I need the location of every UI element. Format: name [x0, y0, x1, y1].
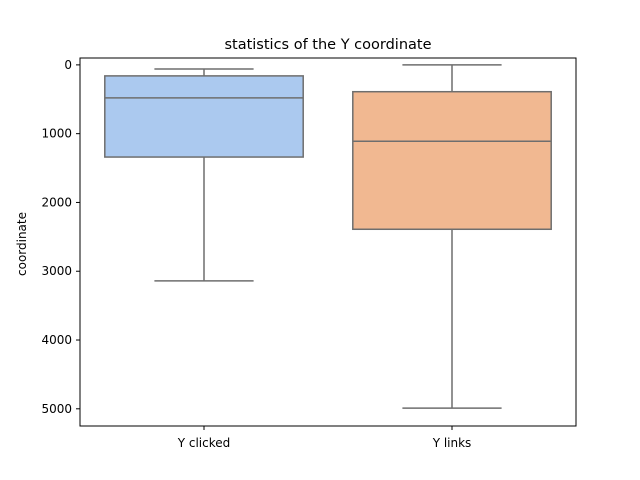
- y-tick-label: 4000: [41, 333, 72, 347]
- box-2: [352, 90, 552, 231]
- y-axis-label: coordinate: [15, 212, 29, 276]
- y-tick-label: 2000: [41, 195, 72, 209]
- plot-frame: [79, 57, 577, 427]
- plot-area: [104, 64, 552, 409]
- x-tick-label: Y links: [432, 436, 472, 450]
- y-tick-label: 3000: [41, 264, 72, 278]
- chart-title: statistics of the Y coordinate: [224, 37, 431, 53]
- y-tick-label: 0: [64, 58, 72, 72]
- x-tick-label: Y clicked: [177, 436, 231, 450]
- y-tick-label: 5000: [41, 402, 72, 416]
- box-1: [104, 75, 304, 158]
- y-tick-label: 1000: [41, 127, 72, 141]
